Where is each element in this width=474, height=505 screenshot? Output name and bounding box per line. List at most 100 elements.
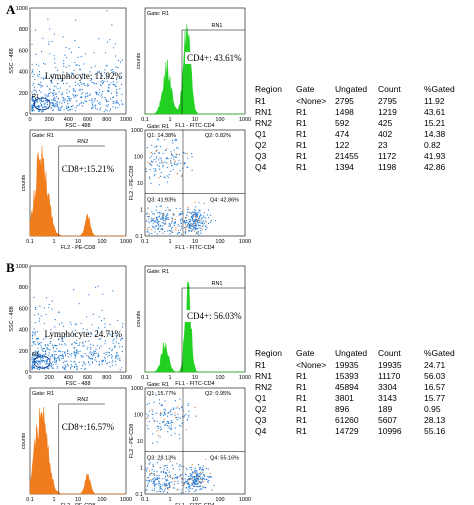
- event-dot: [70, 360, 72, 362]
- event-dot: [104, 340, 106, 342]
- event-dot: [72, 93, 74, 95]
- event-dot: [51, 354, 53, 356]
- event-dot: [154, 221, 156, 223]
- table-cell: 19935: [378, 360, 402, 370]
- event-dot: [37, 105, 40, 107]
- table-cell: 21455: [335, 151, 359, 161]
- event-dot: [62, 366, 64, 368]
- event-dot: [70, 106, 72, 108]
- event-dot: [96, 345, 99, 347]
- y-tick-label: 800: [19, 285, 28, 291]
- event-dot: [91, 361, 93, 363]
- event-dot: [110, 98, 112, 100]
- event-dot: [94, 83, 96, 85]
- event-dot: [93, 101, 95, 103]
- event-dot: [33, 73, 35, 75]
- region-marker: [181, 287, 245, 372]
- event-dot: [100, 345, 102, 347]
- event-dot: [53, 85, 55, 87]
- event-dot: [169, 233, 171, 235]
- event-dot: [180, 175, 183, 177]
- table-cell: 122: [335, 140, 349, 150]
- event-dot: [80, 355, 82, 357]
- event-dot: [95, 360, 97, 362]
- event-dot: [115, 66, 117, 68]
- event-dot: [98, 364, 100, 366]
- x-tick-label: 100: [215, 497, 224, 503]
- event-dot: [188, 476, 190, 478]
- event-dot: [172, 468, 174, 470]
- event-dot: [194, 224, 196, 226]
- event-dot: [86, 95, 88, 97]
- event-dot: [183, 484, 185, 486]
- event-dot: [154, 479, 156, 482]
- event-dot: [194, 482, 196, 484]
- event-dot: [196, 221, 198, 223]
- event-dot: [48, 368, 50, 370]
- table-header: Count: [378, 348, 401, 358]
- event-dot: [150, 220, 152, 222]
- event-dot: [117, 355, 119, 357]
- table-cell: 41.93: [424, 151, 446, 161]
- event-dot: [145, 468, 147, 470]
- event-dot: [155, 478, 157, 480]
- event-dot: [205, 225, 207, 227]
- event-dot: [199, 210, 201, 212]
- event-dot: [178, 434, 180, 436]
- event-dot: [166, 425, 168, 427]
- table-header: Count: [378, 84, 401, 94]
- event-dot: [192, 485, 195, 487]
- event-dot: [117, 107, 119, 109]
- event-dot: [115, 102, 117, 104]
- event-dot: [89, 93, 91, 95]
- event-dot: [183, 151, 185, 154]
- event-dot: [180, 219, 182, 221]
- event-dot: [190, 216, 192, 218]
- event-dot: [164, 216, 167, 218]
- event-dot: [191, 483, 193, 485]
- event-dot: [186, 211, 189, 213]
- event-dot: [174, 481, 176, 483]
- event-dot: [161, 222, 163, 224]
- x-axis-label: FL2 - PE-CD8: [61, 245, 96, 251]
- event-dot: [75, 95, 77, 97]
- event-dot: [157, 478, 159, 481]
- x-tick-label: 1000: [120, 239, 132, 245]
- event-dot: [41, 103, 43, 106]
- event-dot: [51, 99, 53, 101]
- event-dot: [48, 43, 50, 46]
- event-dot: [148, 227, 150, 229]
- event-dot: [67, 365, 69, 367]
- event-dot: [67, 356, 69, 358]
- event-dot: [50, 341, 52, 343]
- event-dot: [89, 94, 91, 96]
- event-dot: [55, 361, 57, 363]
- event-dot: [164, 413, 166, 415]
- event-dot: [55, 350, 57, 352]
- event-dot: [194, 470, 196, 472]
- event-dot: [167, 422, 169, 424]
- event-dot: [158, 152, 160, 154]
- event-dot: [122, 104, 124, 106]
- event-dot: [88, 355, 90, 357]
- event-dot: [53, 73, 55, 75]
- event-dot: [151, 413, 153, 415]
- event-dot: [199, 215, 201, 218]
- event-dot: [164, 176, 166, 179]
- event-dot: [55, 86, 57, 88]
- event-dot: [77, 345, 79, 347]
- event-dot: [170, 414, 172, 416]
- event-dot: [152, 465, 155, 468]
- event-dot: [179, 476, 181, 478]
- x-tick-label: 1: [168, 375, 171, 381]
- event-dot: [42, 359, 45, 362]
- event-dot: [154, 146, 156, 148]
- event-dot: [73, 96, 75, 98]
- event-dot: [195, 489, 197, 492]
- event-dot: [40, 360, 42, 362]
- event-dot: [117, 358, 119, 360]
- event-dot: [197, 482, 200, 484]
- event-dot: [83, 63, 85, 65]
- event-dot: [92, 362, 94, 364]
- x-tick-label: 100: [97, 239, 106, 245]
